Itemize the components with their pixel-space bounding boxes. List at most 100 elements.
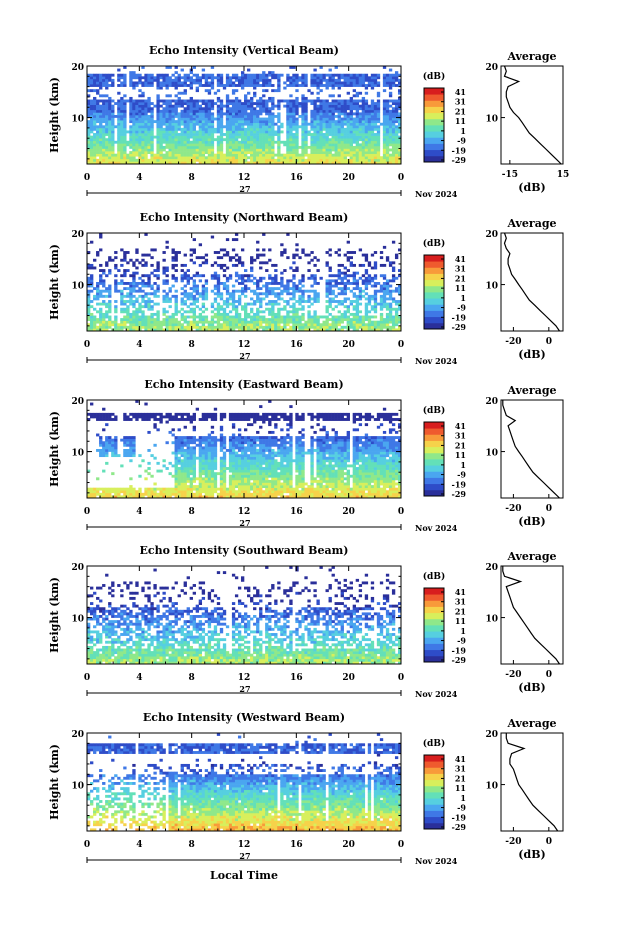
heatmap-cell: [129, 295, 132, 298]
heatmap-cell: [232, 141, 235, 144]
heatmap-cell: [329, 74, 332, 77]
heatmap-cell: [126, 316, 129, 319]
heatmap-cell: [153, 76, 156, 79]
heatmap-cell: [96, 449, 99, 452]
heatmap-cell: [301, 94, 304, 97]
heatmap-cell: [283, 290, 286, 293]
heatmap-cell: [114, 415, 117, 418]
heatmap-cell: [208, 102, 211, 105]
heatmap-cell: [347, 151, 350, 154]
heatmap-cell: [247, 321, 250, 324]
heatmap-cell: [386, 285, 389, 288]
heatmap-cell: [250, 138, 253, 141]
heatmap-cell: [102, 272, 105, 275]
heatmap-cell: [289, 115, 292, 118]
heatmap-cell: [123, 321, 126, 324]
heatmap-cell: [181, 269, 184, 272]
heatmap-cell: [99, 264, 102, 267]
heatmap-cell: [156, 154, 159, 157]
heatmap-cell: [129, 143, 132, 146]
profile-x-tick-label: -20: [505, 337, 521, 347]
heatmap-cell: [132, 130, 135, 133]
heatmap-cell: [277, 318, 280, 321]
panel-title: Echo Intensity (Eastward Beam): [144, 378, 343, 391]
heatmap-cell: [129, 454, 132, 457]
heatmap-cell: [226, 141, 229, 144]
heatmap-cell: [108, 118, 111, 121]
heatmap-cell: [241, 141, 244, 144]
heatmap-cell: [193, 300, 196, 303]
heatmap-cell: [178, 79, 181, 82]
heatmap-cell: [214, 277, 217, 280]
heatmap-cell: [298, 308, 301, 311]
heatmap-cell: [365, 279, 368, 282]
heatmap-cell: [374, 74, 377, 77]
heatmap-cell: [138, 303, 141, 306]
heatmap-cell: [141, 156, 144, 159]
heatmap-cell: [329, 313, 332, 316]
heatmap-cell: [268, 128, 271, 131]
heatmap-cell: [229, 84, 232, 87]
heatmap-cell: [175, 321, 178, 324]
heatmap-cell: [295, 79, 298, 82]
heatmap-cell: [344, 115, 347, 118]
heatmap-cell: [347, 84, 350, 87]
heatmap-cell: [96, 434, 99, 437]
heatmap-cell: [262, 120, 265, 123]
heatmap-cell: [175, 81, 178, 84]
heatmap-cell: [356, 81, 359, 84]
heatmap-cell: [153, 326, 156, 329]
heatmap-cell: [235, 264, 238, 267]
heatmap-cell: [295, 105, 298, 108]
heatmap-cell: [138, 123, 141, 126]
heatmap-cell: [187, 149, 190, 152]
heatmap-cell: [193, 118, 196, 121]
heatmap-cell: [129, 282, 132, 285]
heatmap-cell: [292, 277, 295, 280]
heatmap-cell: [208, 105, 211, 108]
heatmap-cell: [132, 272, 135, 275]
heatmap-cell: [338, 76, 341, 79]
heatmap-cell: [114, 449, 117, 452]
heatmap-cell: [205, 321, 208, 324]
heatmap-cell: [283, 326, 286, 329]
heatmap-cell: [229, 159, 232, 162]
heatmap-cell: [141, 138, 144, 141]
heatmap-cell: [386, 259, 389, 262]
heatmap-cell: [123, 300, 126, 303]
heatmap-cell: [135, 136, 138, 139]
heatmap-cell: [283, 141, 286, 144]
heatmap-cell: [362, 254, 365, 257]
heatmap-cell: [301, 97, 304, 100]
heatmap-cell: [332, 128, 335, 131]
heatmap-cell: [335, 110, 338, 113]
heatmap-cell: [187, 107, 190, 110]
heatmap-cell: [193, 248, 196, 251]
heatmap-cell: [169, 100, 172, 103]
heatmap-cell: [304, 79, 307, 82]
heatmap-cell: [259, 105, 262, 108]
heatmap-cell: [347, 128, 350, 131]
heatmap-cell: [205, 290, 208, 293]
heatmap-cell: [368, 136, 371, 139]
heatmap-cell: [123, 439, 126, 442]
heatmap-cell: [223, 112, 226, 115]
heatmap-cell: [359, 323, 362, 326]
heatmap-cell: [356, 300, 359, 303]
heatmap-cell: [262, 292, 265, 295]
heatmap-cell: [166, 76, 169, 79]
heatmap-cell: [96, 100, 99, 103]
heatmap-cell: [129, 321, 132, 324]
heatmap-cell: [292, 274, 295, 277]
heatmap-cell: [184, 285, 187, 288]
heatmap-cell: [223, 323, 226, 326]
heatmap-cell: [202, 138, 205, 141]
heatmap-cell: [298, 156, 301, 159]
heatmap-cell: [323, 138, 326, 141]
heatmap-cell: [344, 156, 347, 159]
heatmap-cell: [132, 156, 135, 159]
heatmap-cell: [344, 154, 347, 157]
colorbar-tick-label: 31: [455, 97, 466, 107]
heatmap-cell: [123, 81, 126, 84]
heatmap-cell: [247, 125, 250, 128]
